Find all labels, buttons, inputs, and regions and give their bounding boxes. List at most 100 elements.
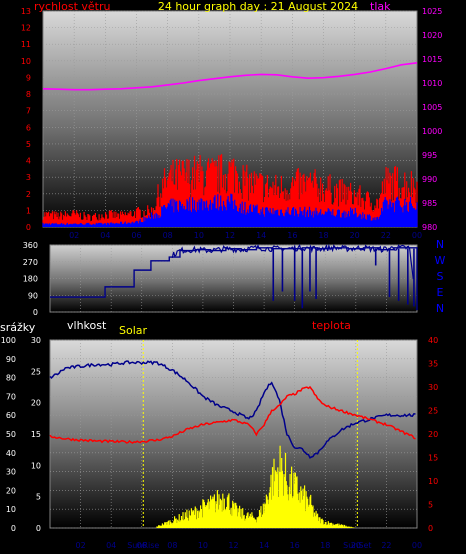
direction-tick-label: 180 — [23, 275, 38, 284]
hour-tick-label: 14 — [256, 231, 266, 240]
compass-letter: E — [437, 286, 444, 299]
climate-series — [49, 360, 416, 528]
pressure-tick-label: 1010 — [422, 79, 442, 88]
pressure-tick-label: 1000 — [422, 127, 442, 136]
temperature-tick-label: 30 — [428, 383, 438, 392]
hour-tick-label: 10 — [194, 231, 204, 240]
climate-ticks: 0102030405060708090100051015202530051015… — [1, 336, 438, 550]
hour-tick-label: 12 — [225, 231, 235, 240]
wind-speed-tick-label: 7 — [26, 107, 31, 116]
pressure-tick-label: 985 — [422, 199, 437, 208]
rain-tick-label: 0 — [11, 524, 16, 533]
wind-speed-tick-label: 6 — [26, 123, 31, 132]
compass-letter: N — [436, 302, 444, 315]
hour-tick-label: 22 — [381, 541, 391, 550]
compass-letter: S — [437, 270, 444, 283]
wind-speed-tick-label: 12 — [21, 24, 31, 33]
rain-tick-label: 10 — [6, 505, 16, 514]
hour-tick-label: 06 — [137, 541, 147, 550]
rain-tick-label: 60 — [6, 411, 16, 420]
hour-tick-label: 12 — [228, 541, 238, 550]
hour-tick-label: 16 — [290, 541, 300, 550]
direction-tick-label: 90 — [28, 291, 38, 300]
pressure-tick-label: 1015 — [422, 55, 442, 64]
hour-tick-label: 18 — [318, 231, 328, 240]
hour-tick-label: 06 — [131, 231, 141, 240]
hour-tick-label: 16 — [287, 231, 297, 240]
hour-tick-label: 00 — [412, 231, 422, 240]
temperature-tick-label: 5 — [428, 501, 433, 510]
humidity-tick-label: 0 — [36, 524, 41, 533]
humidity-tick-label: 20 — [31, 399, 41, 408]
hour-tick-label: 04 — [100, 231, 110, 240]
wind-speed-tick-label: 2 — [26, 190, 31, 199]
pressure-tick-label: 990 — [422, 175, 437, 184]
rain-tick-label: 70 — [6, 392, 16, 401]
wind-speed-tick-label: 1 — [26, 206, 31, 215]
pressure-tick-label: 1025 — [422, 7, 442, 16]
temperature-tick-label: 35 — [428, 360, 438, 369]
solar-axis-label: Solar — [119, 324, 148, 337]
wind-avg-series — [42, 193, 418, 227]
temperature-tick-label: 25 — [428, 407, 438, 416]
hour-tick-label: 04 — [106, 541, 116, 550]
pressure-tick-label: 995 — [422, 151, 437, 160]
direction-tick-label: 270 — [23, 258, 38, 267]
humidity-series — [49, 360, 416, 459]
humidity-tick-label: 15 — [31, 430, 41, 439]
wind-speed-tick-label: 5 — [26, 140, 31, 149]
pressure-tick-label: 1005 — [422, 103, 442, 112]
compass-letter: W — [435, 254, 446, 267]
wind-speed-tick-label: 3 — [26, 173, 31, 182]
pressure-tick-label: 1020 — [422, 31, 442, 40]
humidity-tick-label: 5 — [36, 493, 41, 502]
direction-tick-label: 360 — [23, 241, 38, 250]
temperature-axis-label: teplota — [312, 319, 351, 332]
hour-tick-label: 14 — [259, 541, 269, 550]
wind-speed-tick-label: 11 — [21, 40, 31, 49]
temperature-tick-label: 15 — [428, 454, 438, 463]
chart-title: 24 hour graph day : 21 August 2024 — [158, 0, 358, 13]
rain-tick-label: 40 — [6, 449, 16, 458]
hour-tick-label: 10 — [198, 541, 208, 550]
wind-speed-tick-label: 9 — [26, 73, 31, 82]
temperature-tick-label: 20 — [428, 430, 438, 439]
rain-tick-label: 50 — [6, 430, 16, 439]
rain-tick-label: 20 — [6, 486, 16, 495]
rain-tick-label: 80 — [6, 374, 16, 383]
direction-tick-label: 0 — [33, 308, 38, 317]
wind-direction-jitter — [171, 243, 414, 280]
rain-tick-label: 100 — [1, 336, 16, 345]
sunrise-label: SunRise — [127, 541, 159, 550]
wind-speed-axis-label: rychlost větru — [34, 0, 110, 13]
hour-tick-label: 02 — [69, 231, 79, 240]
pressure-tick-label: 980 — [422, 223, 437, 232]
rain-tick-label: 90 — [6, 355, 16, 364]
wind-speed-tick-label: 0 — [26, 223, 31, 232]
wind-direction-series — [50, 243, 418, 311]
wind-speed-tick-label: 8 — [26, 90, 31, 99]
wind-pressure-ticks: 0123456789101112139809859909951000100510… — [21, 7, 443, 240]
hour-tick-label: 22 — [381, 231, 391, 240]
temperature-tick-label: 40 — [428, 336, 438, 345]
hour-tick-label: 20 — [350, 231, 360, 240]
hour-tick-label: 20 — [351, 541, 361, 550]
hour-tick-label: 18 — [320, 541, 330, 550]
wind-speed-tick-label: 10 — [21, 57, 31, 66]
wind-speed-tick-label: 4 — [26, 157, 31, 166]
wind-direction-series — [50, 247, 418, 311]
humidity-tick-label: 25 — [31, 367, 41, 376]
rain-axis-label: srážky — [0, 321, 36, 334]
sunset-label: SunSet — [343, 541, 371, 550]
wind-pressure-series — [42, 62, 418, 227]
hour-tick-label: 08 — [167, 541, 177, 550]
wind-direction-ticks: 0 90 180 270 360 — [23, 241, 38, 317]
compass-letter: N — [436, 238, 444, 251]
hour-tick-label: 00 — [412, 541, 422, 550]
hour-tick-label: 02 — [75, 541, 85, 550]
humidity-axis-label: vlhkost — [67, 319, 107, 332]
wind-speed-tick-label: 13 — [21, 7, 31, 16]
